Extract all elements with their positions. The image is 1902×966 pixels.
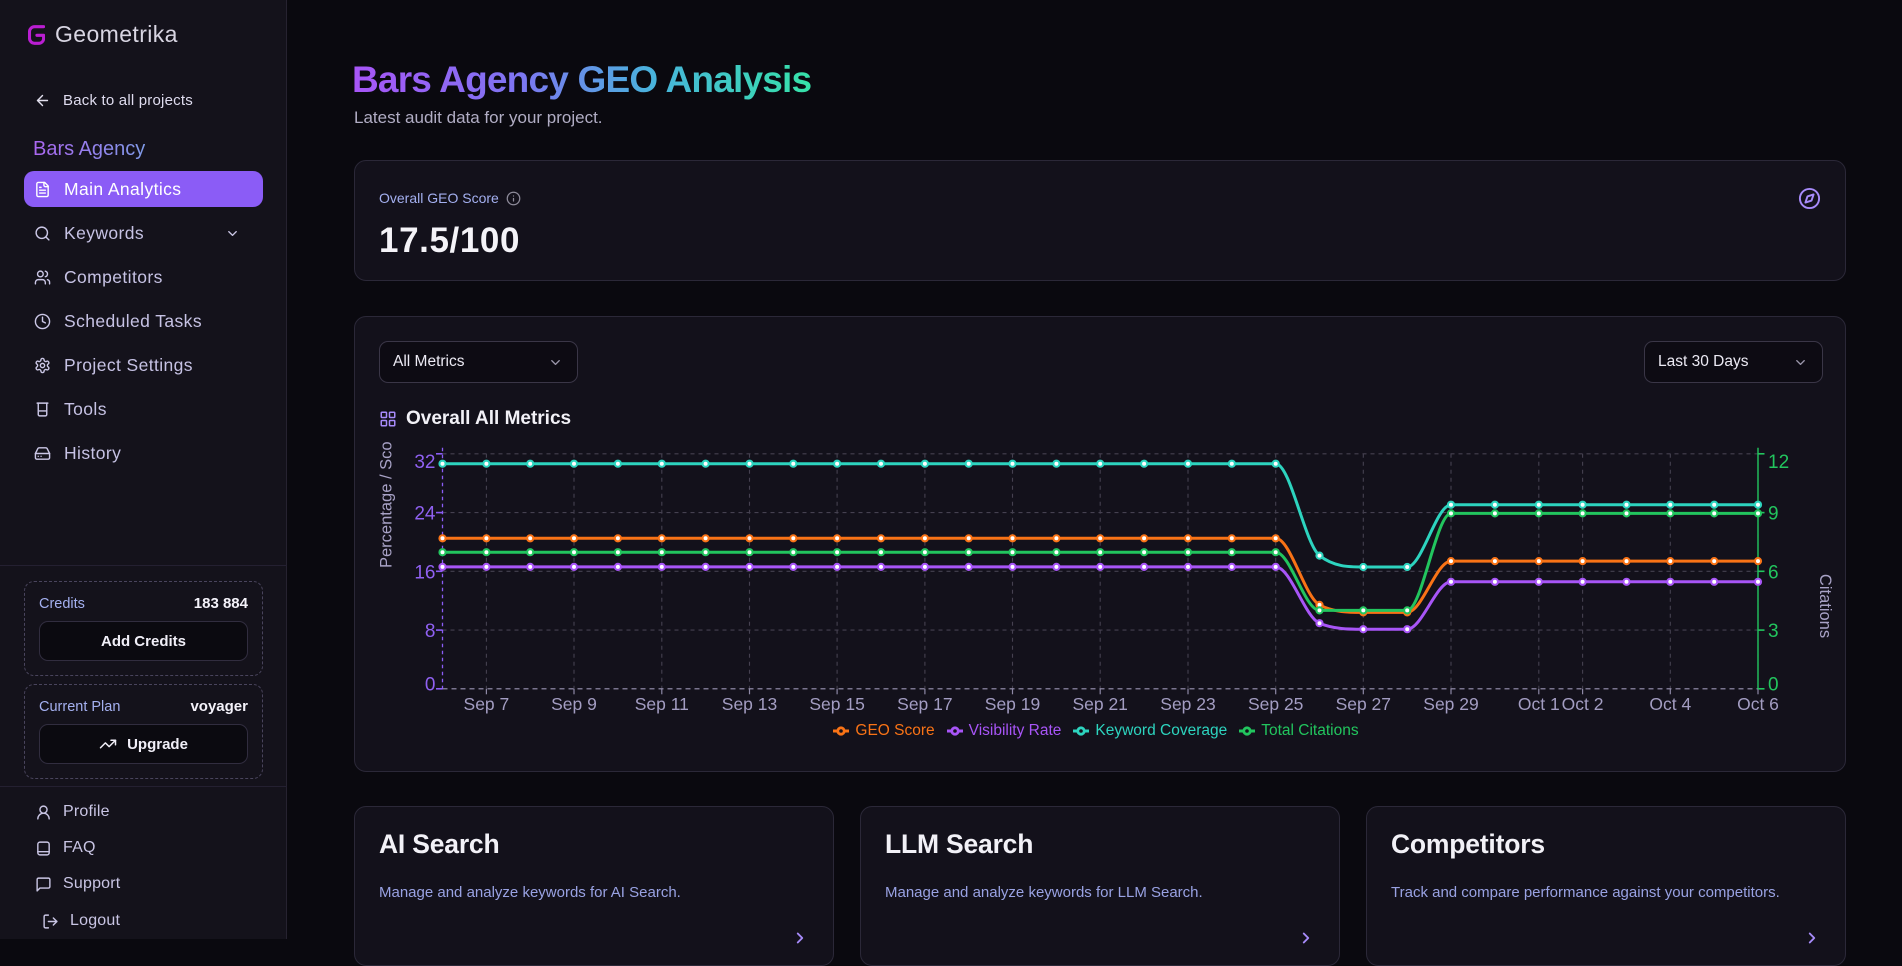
svg-text:Oct 2: Oct 2	[1562, 694, 1604, 714]
svg-text:Sep 17: Sep 17	[897, 694, 952, 714]
svg-text:0: 0	[1768, 675, 1779, 696]
svg-text:6: 6	[1768, 562, 1779, 583]
svg-text:9: 9	[1768, 504, 1779, 525]
svg-text:Sep 23: Sep 23	[1160, 694, 1215, 714]
svg-text:Sep 27: Sep 27	[1336, 694, 1391, 714]
svg-text:16: 16	[414, 562, 435, 583]
svg-text:Sep 21: Sep 21	[1072, 694, 1127, 714]
svg-text:Percentage / Sco: Percentage / Sco	[378, 441, 396, 568]
svg-text:Sep 9: Sep 9	[551, 694, 597, 714]
svg-text:Oct 4: Oct 4	[1649, 694, 1691, 714]
svg-text:Sep 25: Sep 25	[1248, 694, 1303, 714]
svg-text:32: 32	[414, 452, 435, 473]
svg-text:0: 0	[425, 675, 436, 696]
svg-text:Sep 11: Sep 11	[635, 694, 689, 714]
svg-text:Sep 15: Sep 15	[809, 694, 864, 714]
svg-text:24: 24	[414, 504, 436, 525]
svg-text:8: 8	[425, 621, 436, 642]
svg-text:Sep 29: Sep 29	[1423, 694, 1478, 714]
svg-text:Citations: Citations	[1816, 574, 1834, 638]
svg-text:3: 3	[1768, 621, 1779, 642]
svg-text:Oct 1: Oct 1	[1518, 694, 1560, 714]
svg-text:Oct 6: Oct 6	[1737, 694, 1779, 714]
svg-text:12: 12	[1768, 452, 1789, 473]
svg-text:Sep 7: Sep 7	[464, 694, 510, 714]
svg-text:Sep 19: Sep 19	[985, 694, 1040, 714]
svg-text:Sep 13: Sep 13	[722, 694, 777, 714]
